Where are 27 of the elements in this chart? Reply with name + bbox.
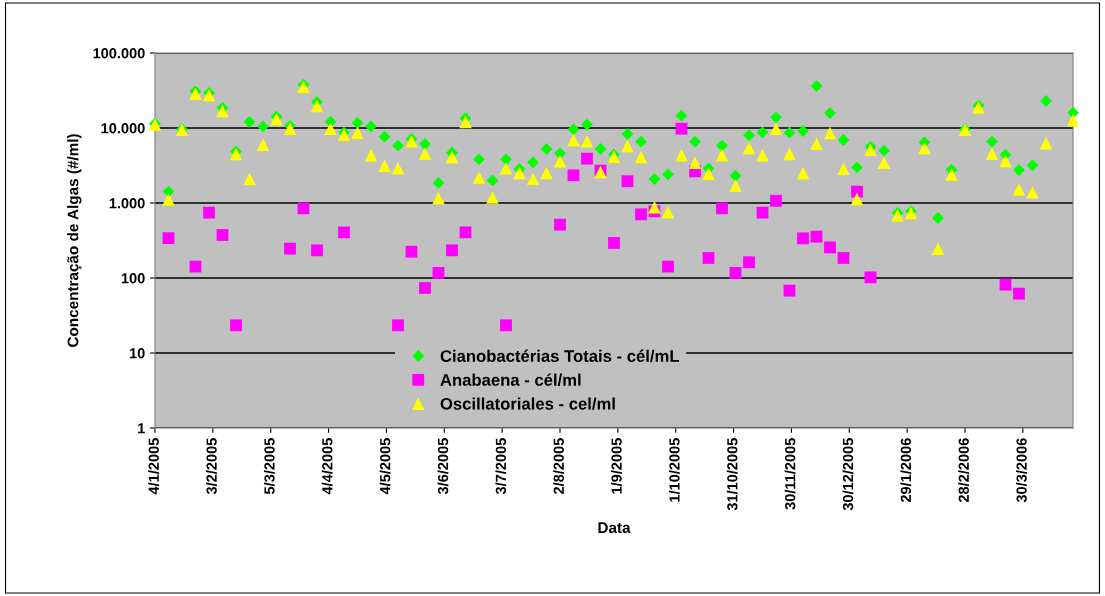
legend-label: Oscillatoriales - cel/ml <box>440 397 615 410</box>
legend-label: Anabaena - cél/ml <box>440 373 581 387</box>
x-tick-label: 4/1/2005 <box>148 438 160 495</box>
x-tick-label: 5/3/2005 <box>263 438 275 495</box>
x-tick-label: 1/10/2005 <box>668 438 680 502</box>
x-tick-label: 3/2/2005 <box>206 438 217 495</box>
y-tick-label: 100.000 <box>93 48 145 59</box>
x-tick-label: 31/10/2005 <box>726 438 738 511</box>
y-tick-label: 10.000 <box>101 123 145 134</box>
y-tick-label: 1 <box>138 423 145 434</box>
x-tick-label: 30/11/2005 <box>784 438 796 510</box>
x-axis-title: Data <box>598 522 631 534</box>
x-tick-label: 4/5/2005 <box>379 438 391 495</box>
x-tick-label: 30/3/2006 <box>1016 438 1027 503</box>
x-tick-label: 4/4/2005 <box>321 438 333 495</box>
y-tick-label: 1.000 <box>109 198 145 209</box>
x-tick-label: 2/8/2005 <box>553 438 565 494</box>
y-tick-label: 100 <box>121 273 145 284</box>
x-tick-label: 30/12/2005 <box>842 438 854 511</box>
x-tick-label: 1/9/2005 <box>611 438 622 494</box>
x-tick-label: 28/2/2006 <box>958 438 970 503</box>
legend-label: Cianobactérias Totais - cél/mL <box>440 349 680 363</box>
x-tick-label: 29/1/2006 <box>900 438 912 503</box>
y-axis-title: Concentração de Algas (#/ml) <box>67 134 82 347</box>
x-tick-label: 3/6/2005 <box>437 438 449 495</box>
y-tick-label: 10 <box>129 348 145 359</box>
x-tick-label: 3/7/2005 <box>495 438 507 495</box>
